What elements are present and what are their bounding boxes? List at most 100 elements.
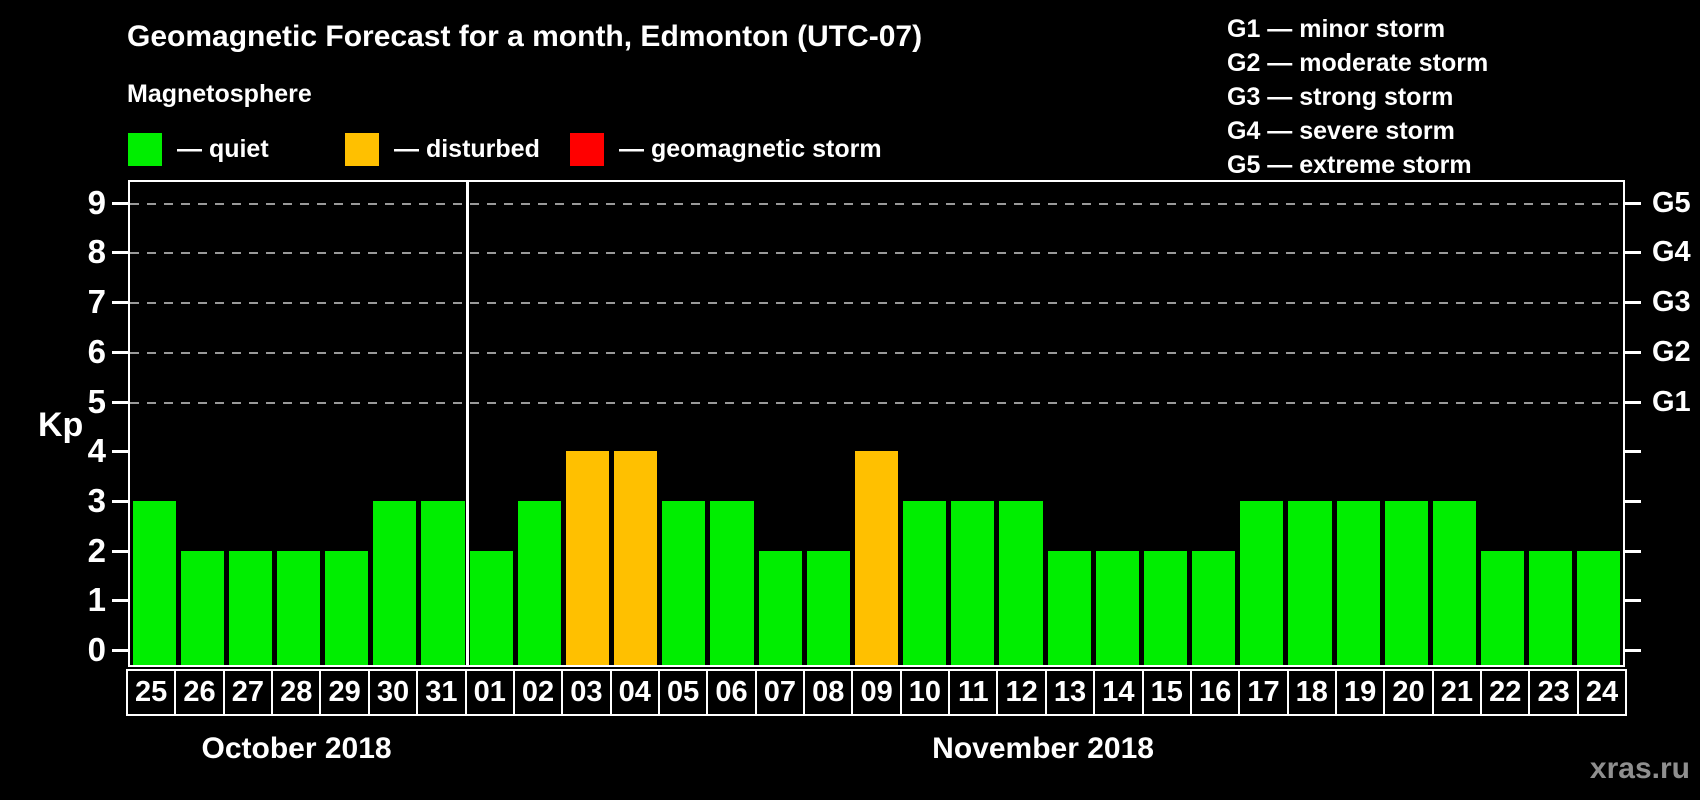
- left-axis-tick: [112, 499, 128, 503]
- date-cell-nov-10: 10: [899, 669, 951, 716]
- kp-bar-nov-08: [806, 550, 850, 665]
- kp-bar-nov-20: [1384, 500, 1428, 665]
- date-cell-nov-01: 01: [464, 669, 515, 716]
- kp-bar-nov-17: [1240, 500, 1284, 665]
- left-axis-tick: [112, 201, 128, 205]
- page-title: Geomagnetic Forecast for a month, Edmont…: [127, 20, 923, 53]
- date-cell-oct-26: 26: [174, 669, 225, 716]
- watermark-xras-ru: xras.ru: [1589, 752, 1690, 785]
- date-cell-oct-27: 27: [222, 669, 274, 716]
- kp-bar-oct-27: [228, 550, 272, 665]
- gridline-kp-8: [130, 252, 1623, 255]
- date-cell-oct-30: 30: [367, 669, 419, 716]
- kp-bar-chart-plot-area: [128, 180, 1625, 667]
- right-axis-label-g5: G5: [1652, 186, 1691, 219]
- kp-bar-nov-23: [1529, 550, 1573, 665]
- right-axis-tick: [1625, 301, 1641, 305]
- kp-bar-oct-28: [276, 550, 321, 665]
- kp-bar-nov-16: [1192, 550, 1236, 665]
- kp-bar-nov-10: [903, 500, 947, 665]
- date-cell-oct-28: 28: [271, 669, 322, 716]
- g1-legend-line: G1 — minor storm: [1227, 15, 1446, 43]
- kp-bar-oct-25: [132, 500, 176, 665]
- y-tick-label-3: 3: [87, 481, 106, 519]
- kp-bar-oct-26: [180, 550, 224, 665]
- kp-bar-nov-03: [565, 451, 610, 665]
- kp-bar-nov-22: [1481, 550, 1525, 665]
- kp-bar-nov-07: [758, 550, 802, 665]
- kp-bar-nov-13: [1047, 550, 1091, 665]
- subtitle-magnetosphere: Magnetosphere: [127, 80, 312, 108]
- date-cell-nov-04: 04: [609, 669, 660, 716]
- right-axis-label-g4: G4: [1652, 236, 1691, 269]
- kp-bar-nov-15: [1143, 550, 1188, 665]
- disturbed-color-swatch: [345, 132, 379, 166]
- left-axis-tick: [112, 599, 128, 603]
- kp-bar-oct-31: [421, 500, 465, 665]
- date-cell-nov-02: 02: [512, 669, 564, 716]
- date-cell-nov-11: 11: [948, 669, 999, 716]
- legend-label-storm: — geomagnetic storm: [619, 134, 882, 163]
- g2-legend-line: G2 — moderate storm: [1227, 49, 1489, 77]
- date-cell-nov-13: 13: [1044, 669, 1096, 716]
- y-tick-label-1: 1: [87, 581, 106, 619]
- kp-bar-nov-21: [1432, 500, 1476, 665]
- y-tick-label-9: 9: [87, 183, 106, 221]
- legend-label-disturbed: — disturbed: [394, 134, 540, 163]
- y-tick-label-2: 2: [87, 531, 106, 569]
- date-cell-nov-18: 18: [1286, 669, 1337, 716]
- legend-label-quiet: — quiet: [177, 134, 269, 163]
- gridline-kp-7: [130, 302, 1623, 305]
- y-tick-label-0: 0: [87, 631, 106, 668]
- date-cell-nov-12: 12: [996, 669, 1047, 716]
- date-cell-nov-15: 15: [1141, 669, 1192, 716]
- gridline-kp-6: [130, 351, 1623, 354]
- kp-bar-oct-29: [325, 550, 369, 665]
- month-label-november: November 2018: [932, 732, 1154, 765]
- storm-color-swatch: [570, 132, 604, 166]
- date-cell-oct-25: 25: [126, 669, 177, 716]
- right-axis-tick: [1625, 251, 1641, 255]
- date-cell-nov-16: 16: [1189, 669, 1241, 716]
- kp-bar-nov-24: [1577, 550, 1621, 665]
- kp-bar-nov-02: [517, 500, 561, 665]
- date-cell-nov-19: 19: [1334, 669, 1386, 716]
- date-cell-nov-21: 21: [1431, 669, 1483, 716]
- right-axis-label-g1: G1: [1652, 385, 1691, 418]
- left-axis-tick: [112, 450, 128, 454]
- g-scale-legend: G1 — minor storm G2 — moderate storm G3 …: [1227, 12, 1488, 182]
- date-cell-nov-07: 07: [754, 669, 806, 716]
- right-axis-tick: [1625, 649, 1641, 652]
- date-cell-nov-23: 23: [1528, 669, 1579, 716]
- gridline-kp-9: [130, 202, 1623, 205]
- legend-item-quiet: — quiet: [128, 131, 269, 167]
- date-cell-nov-05: 05: [657, 669, 709, 716]
- right-axis-tick: [1625, 350, 1641, 354]
- gridline-kp-5: [130, 401, 1623, 404]
- y-tick-label-8: 8: [87, 233, 106, 271]
- g3-legend-line: G3 — strong storm: [1227, 83, 1454, 111]
- kp-bar-nov-05: [662, 500, 706, 665]
- kp-bar-nov-11: [951, 500, 995, 665]
- kp-bar-nov-09: [854, 451, 899, 665]
- kp-bar-oct-30: [373, 500, 417, 665]
- kp-bar-nov-12: [999, 500, 1043, 665]
- right-axis-tick: [1625, 549, 1641, 553]
- left-axis-tick: [112, 649, 128, 652]
- date-cell-oct-31: 31: [416, 669, 467, 716]
- y-tick-label-7: 7: [87, 283, 106, 321]
- month-separator-line: [465, 182, 469, 665]
- g5-legend-line: G5 — extreme storm: [1227, 151, 1472, 179]
- kp-bar-nov-04: [614, 451, 658, 665]
- date-cell-nov-24: 24: [1576, 669, 1628, 716]
- right-axis-tick: [1625, 499, 1641, 503]
- date-cell-oct-29: 29: [319, 669, 370, 716]
- date-cell-nov-09: 09: [851, 669, 902, 716]
- g4-legend-line: G4 — severe storm: [1227, 117, 1455, 145]
- date-axis-row: 25 26 27 28 29 30 31 01 02 03 04 05 06 07 08 09 10 11 12 13…: [126, 669, 1628, 716]
- right-axis-tick: [1625, 599, 1641, 603]
- kp-bar-nov-06: [710, 500, 754, 665]
- kp-bar-nov-19: [1336, 500, 1380, 665]
- y-tick-label-6: 6: [87, 332, 106, 370]
